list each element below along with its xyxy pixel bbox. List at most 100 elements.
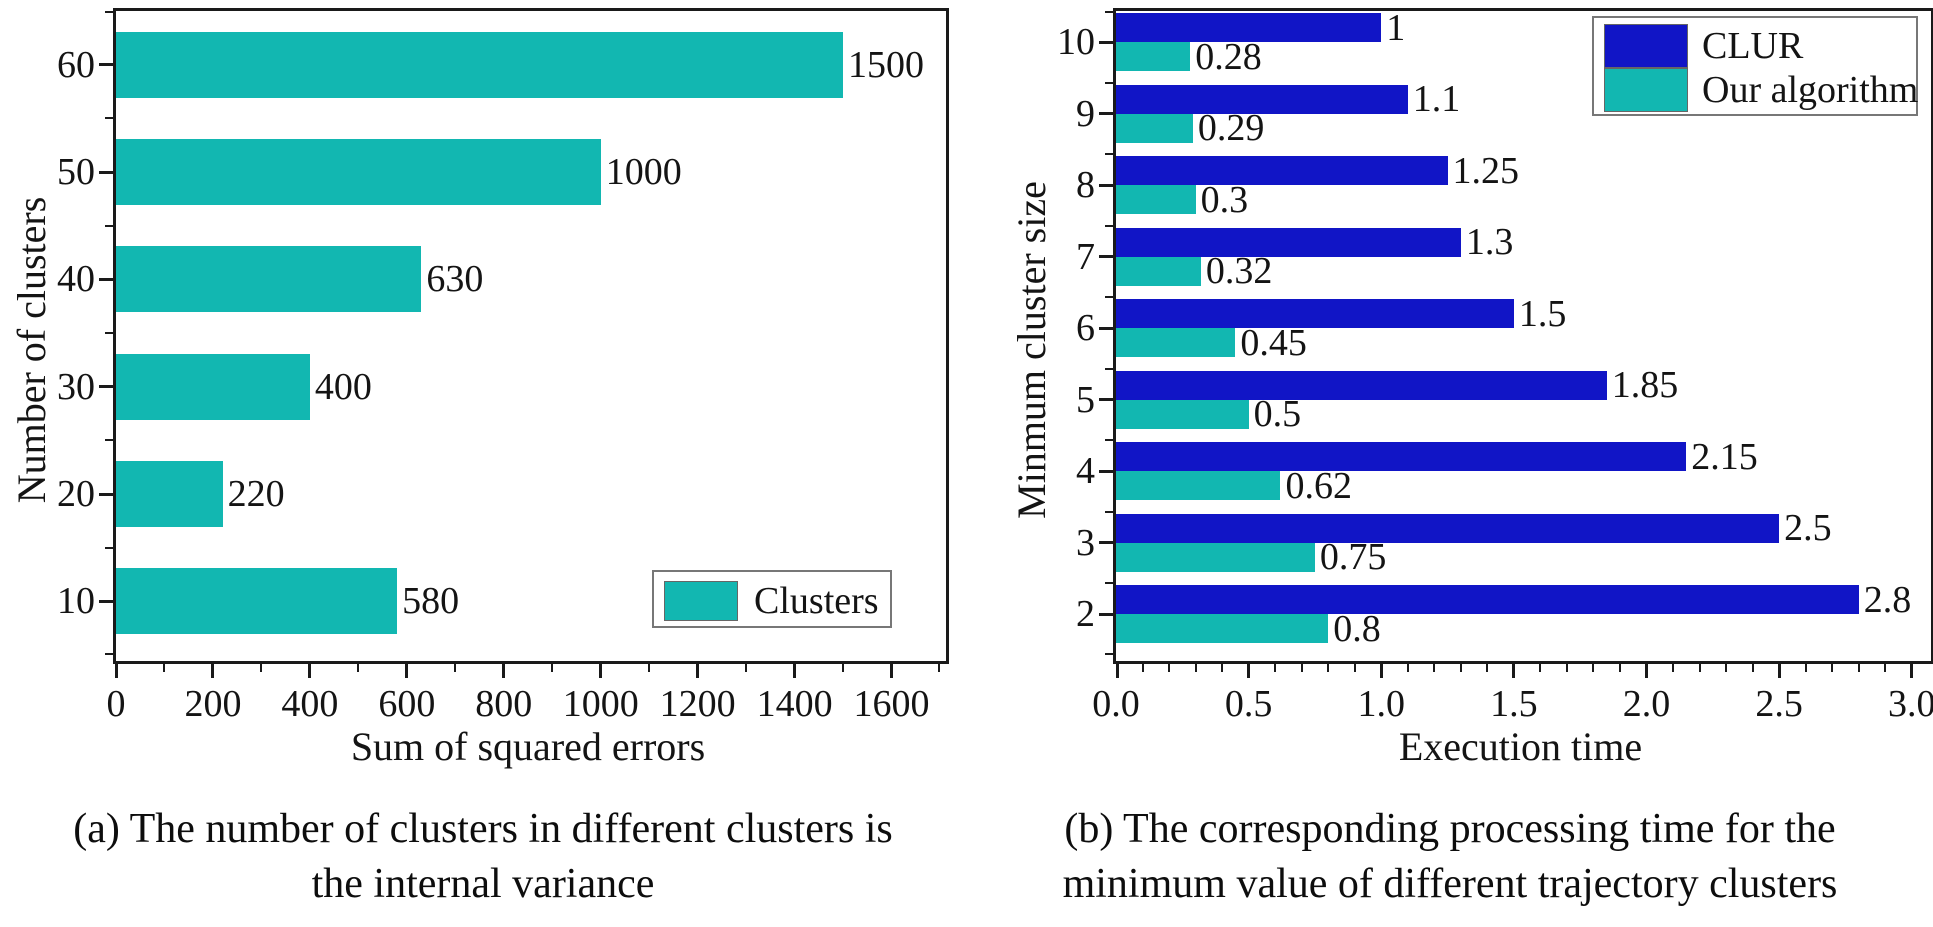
bar-clusters-20	[116, 460, 223, 527]
y-tick-major	[1099, 398, 1113, 402]
clur-bar-6	[1116, 299, 1514, 329]
x-tick-major	[211, 664, 215, 678]
our-algorithm-bar-2	[1116, 614, 1329, 644]
y-tick-label: 10	[1057, 21, 1095, 63]
x-tick-minor	[1459, 664, 1462, 672]
x-tick-label: 1400	[756, 683, 833, 725]
bar-clusters-30	[116, 353, 310, 420]
chart-b-x-axis-title: Execution time	[1398, 724, 1643, 769]
x-tick-major	[405, 664, 409, 678]
bar-value-label: 1.1	[1412, 78, 1461, 121]
clur-bar-3	[1116, 513, 1780, 543]
y-tick-label: 9	[1076, 92, 1095, 135]
y-tick-minor	[1105, 439, 1113, 442]
x-tick-minor	[938, 664, 940, 672]
x-tick-minor	[1353, 664, 1356, 672]
bar-value-label: 0.5	[1253, 393, 1302, 436]
x-tick-minor	[1618, 664, 1621, 672]
y-tick-major	[1099, 612, 1113, 616]
y-tick-minor	[1105, 11, 1113, 13]
y-tick-minor	[1105, 81, 1113, 84]
x-tick-label: 600	[378, 683, 436, 725]
y-tick-minor	[105, 546, 113, 549]
bar-value-label: 1.25	[1452, 149, 1520, 192]
y-tick-major	[1099, 112, 1113, 116]
x-tick-minor	[1168, 664, 1171, 672]
x-tick-minor	[1327, 664, 1330, 672]
x-tick-minor	[745, 664, 748, 672]
y-tick-label: 30	[57, 365, 95, 408]
chart-b-y-axis-title: Minmum cluster size	[1009, 181, 1054, 519]
chart-b-legend: CLUR Our algorithm	[1592, 16, 1918, 116]
caption-b-line2: minimum value of different trajectory cl…	[1062, 861, 1838, 908]
y-tick-major	[99, 277, 113, 281]
x-tick-minor	[648, 664, 651, 672]
bar-value-label: 1	[1386, 6, 1406, 49]
x-tick-major	[1512, 664, 1516, 678]
bar-value-label: 0.62	[1285, 464, 1352, 507]
bar-value-label: 0.3	[1200, 178, 1249, 221]
x-tick-major	[502, 664, 506, 678]
x-tick-minor	[1725, 664, 1728, 672]
y-tick-label: 50	[57, 151, 95, 194]
y-tick-label: 8	[1076, 164, 1095, 207]
x-tick-minor	[1592, 664, 1595, 672]
x-tick-label: 1600	[853, 683, 930, 725]
clur-legend-label: CLUR	[1702, 25, 1804, 67]
y-tick-major	[1099, 255, 1113, 259]
x-tick-label: 0.5	[1224, 683, 1273, 725]
bar-clusters-10	[116, 568, 398, 635]
y-tick-minor	[1105, 296, 1113, 299]
y-tick-minor	[105, 439, 113, 442]
x-tick-major	[793, 664, 797, 678]
x-tick-label: 3.0	[1887, 683, 1933, 725]
y-tick-minor	[105, 11, 113, 13]
x-tick-label: 400	[281, 683, 339, 725]
x-tick-major	[114, 664, 118, 678]
x-tick-label: 200	[184, 683, 242, 725]
bar-value-label: 1500	[848, 43, 925, 86]
bar-value-label: 1000	[605, 151, 682, 194]
x-tick-major	[1777, 664, 1781, 678]
clur-bar-10	[1116, 13, 1382, 42]
bar-value-label: 1.3	[1465, 221, 1514, 264]
x-tick-major	[1910, 664, 1914, 678]
x-tick-minor	[1433, 664, 1436, 672]
bar-value-label: 220	[227, 473, 285, 516]
x-tick-label: 800	[475, 683, 533, 725]
x-tick-minor	[1274, 664, 1277, 672]
y-tick-label: 5	[1076, 378, 1095, 421]
x-tick-major	[890, 664, 894, 678]
y-tick-label: 10	[57, 580, 95, 623]
clur-bar-2	[1116, 585, 1859, 615]
x-tick-minor	[357, 664, 360, 672]
x-tick-minor	[1831, 664, 1834, 672]
x-tick-minor	[1141, 664, 1144, 672]
caption-a: (a) The number of clusters in different …	[8, 802, 958, 913]
chart-a-x-axis-title: Sum of squared errors	[350, 724, 706, 769]
x-tick-label: 1000	[562, 683, 639, 725]
x-tick-minor	[1751, 664, 1754, 672]
caption-b: (b) The corresponding processing time fo…	[975, 802, 1925, 913]
bar-value-label: 0.28	[1195, 35, 1262, 78]
x-tick-minor	[551, 664, 554, 672]
x-tick-minor	[1221, 664, 1224, 672]
chart-a-plot-area: 1500 60 1000 50 630 40 400 30 220 20 580 10 0 200 400 6…	[57, 8, 949, 723]
y-tick-major	[1099, 326, 1113, 330]
bar-value-label: 400	[314, 365, 372, 408]
x-tick-major	[696, 664, 700, 678]
y-tick-major	[99, 63, 113, 67]
y-tick-major	[1099, 469, 1113, 473]
y-tick-major	[1099, 183, 1113, 187]
y-tick-minor	[105, 332, 113, 334]
bar-clusters-60	[116, 31, 844, 98]
x-tick-minor	[454, 664, 457, 672]
y-tick-minor	[1105, 582, 1113, 585]
bar-value-label: 0.32	[1205, 250, 1273, 293]
clur-bar-7	[1116, 227, 1461, 257]
our-algorithm-bar-10	[1116, 42, 1191, 71]
x-tick-minor	[1565, 664, 1568, 672]
x-tick-label: 2.5	[1755, 683, 1803, 725]
y-tick-label: 4	[1076, 450, 1095, 493]
